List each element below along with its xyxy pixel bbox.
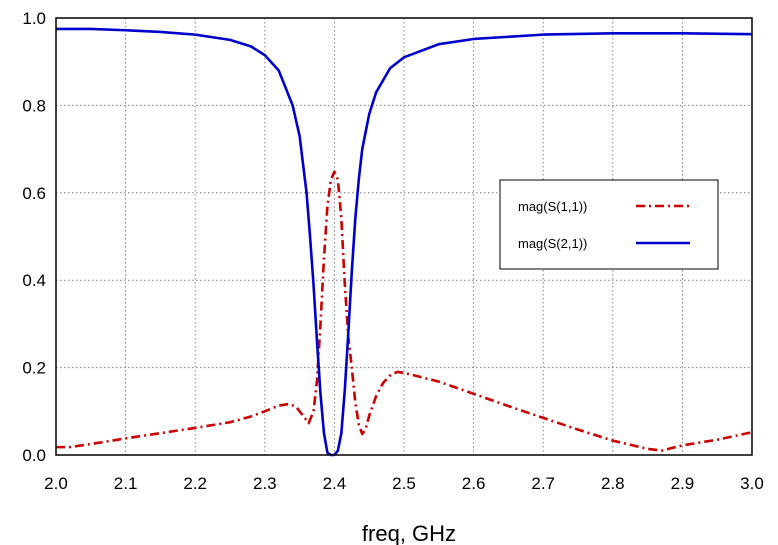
y-tick-label: 0.8: [22, 96, 46, 115]
y-tick-label: 0.6: [22, 184, 46, 203]
legend: mag(S(1,1)) mag(S(2,1)): [499, 179, 719, 270]
y-tick-label: 1.0: [22, 9, 46, 28]
x-tick-label: 2.2: [183, 474, 207, 493]
y-tick-label: 0.0: [22, 446, 46, 465]
plot-frame: [55, 17, 753, 456]
x-tick-label: 2.6: [462, 474, 486, 493]
x-tick-label: 2.1: [114, 474, 138, 493]
x-axis-title: freq, GHz: [362, 521, 456, 545]
x-tick-label: 2.4: [323, 474, 347, 493]
y-tick-label: 0.4: [22, 271, 46, 290]
series-line-1: [56, 170, 753, 452]
x-tick-label: 2.9: [671, 474, 695, 493]
tick-labels: 2.0 2.1 2.2 2.3 2.4 2.5 2.6 2.7 2.8 2.9 3.0 0.0 0.2 0…: [22, 9, 763, 493]
y-tick-label: 0.2: [22, 359, 46, 378]
x-tick-label: 2.8: [601, 474, 625, 493]
x-tick-label: 2.3: [253, 474, 277, 493]
x-tick-label: 3.0: [740, 474, 764, 493]
legend-label: mag(S(2,1)): [518, 236, 587, 251]
x-tick-label: 2.5: [392, 474, 416, 493]
legend-box: [499, 179, 719, 270]
x-tick-label: 2.0: [44, 474, 68, 493]
legend-label: mag(S(1,1)): [518, 199, 587, 214]
x-tick-label: 2.7: [531, 474, 555, 493]
grid: [56, 18, 752, 455]
